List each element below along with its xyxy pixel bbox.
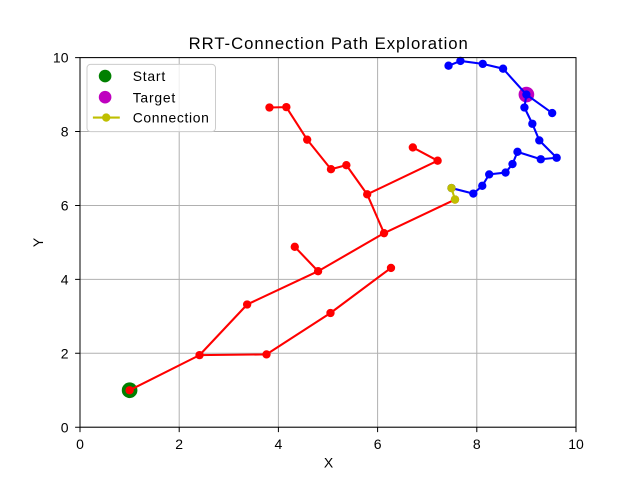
svg-text:2: 2 bbox=[175, 436, 183, 452]
svg-text:10: 10 bbox=[568, 436, 584, 452]
svg-text:8: 8 bbox=[473, 436, 481, 452]
svg-text:RRT-Connection Path Exploratio: RRT-Connection Path Exploration bbox=[189, 34, 469, 53]
svg-text:6: 6 bbox=[61, 198, 69, 214]
svg-text:2: 2 bbox=[61, 345, 69, 361]
svg-text:4: 4 bbox=[275, 436, 283, 452]
svg-text:10: 10 bbox=[53, 50, 69, 66]
svg-text:Target: Target bbox=[133, 89, 176, 105]
svg-text:Connection: Connection bbox=[133, 110, 210, 126]
svg-text:X: X bbox=[324, 454, 334, 470]
svg-text:0: 0 bbox=[76, 436, 84, 452]
svg-text:4: 4 bbox=[61, 271, 69, 287]
svg-text:Start: Start bbox=[133, 68, 166, 84]
svg-text:6: 6 bbox=[374, 436, 382, 452]
svg-text:0: 0 bbox=[61, 419, 69, 435]
svg-text:8: 8 bbox=[61, 124, 69, 140]
svg-text:Y: Y bbox=[30, 237, 46, 247]
